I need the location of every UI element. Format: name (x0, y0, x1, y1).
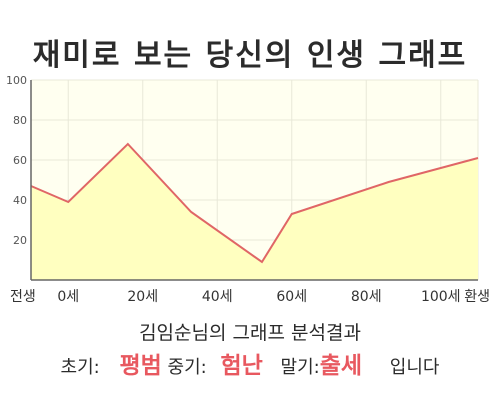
early-label: 초기: (60, 357, 100, 378)
x-tick-label: 전생 (10, 289, 36, 305)
y-tick-label: 80 (13, 114, 27, 127)
y-tick-label: 40 (13, 194, 27, 207)
late-label: 말기: (280, 357, 320, 378)
ending-text: 입니다 (389, 357, 440, 378)
analysis-result-line: 초기: 평범 중기: 험난 말기:출세 입니다 (0, 346, 500, 380)
x-tick-label: 60세 (276, 289, 307, 305)
chart-title: 재미로 보는 당신의 인생 그래프 (32, 38, 468, 73)
x-tick-label: 20세 (127, 289, 158, 305)
early-result: 평범 (119, 353, 162, 379)
x-tick-label: 80세 (351, 289, 382, 305)
area-fill (31, 144, 478, 280)
x-tick-label: 환생 (464, 289, 490, 305)
middle-label: 중기: (167, 357, 207, 378)
y-tick-label: 60 (13, 154, 27, 167)
x-tick-label: 40세 (202, 289, 233, 305)
x-tick-label: 100세 (421, 289, 461, 305)
analysis-title: 김임순님의 그래프 분석결과 (139, 322, 361, 344)
y-tick-label: 20 (13, 234, 27, 247)
late-result: 출세 (319, 353, 363, 379)
series-line (30, 142, 479, 264)
middle-result: 험난 (220, 353, 263, 379)
x-tick-label: 0세 (57, 289, 79, 305)
y-tick-label: 100 (6, 74, 27, 87)
